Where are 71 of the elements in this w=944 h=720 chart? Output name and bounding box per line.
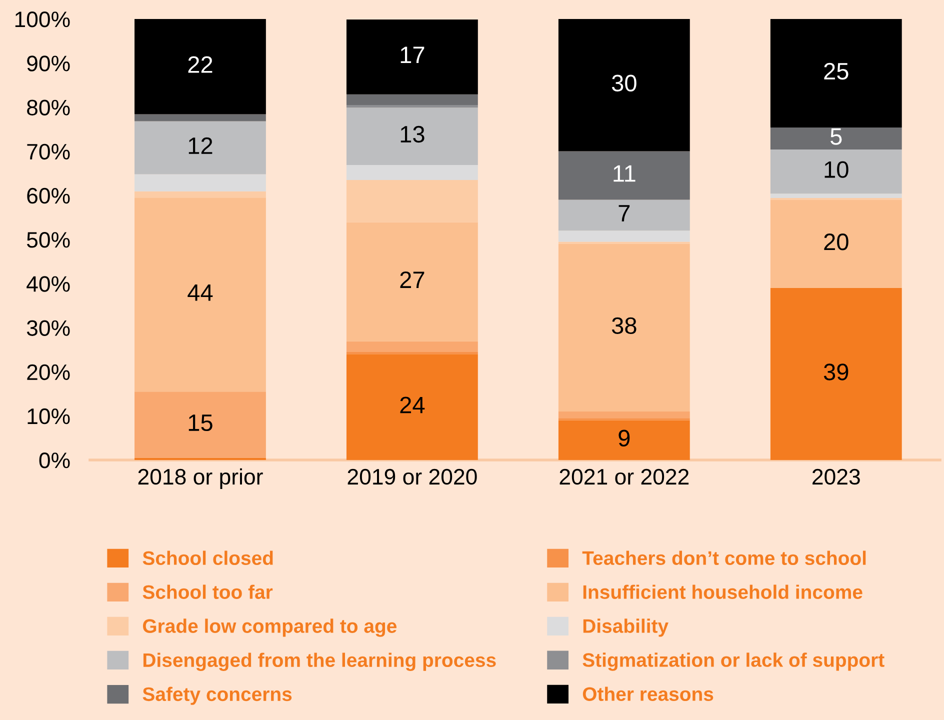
legend-label: School closed	[142, 550, 273, 565]
bar	[134, 114, 266, 122]
y-tick-label: 60%	[27, 188, 70, 204]
data-label: 10	[824, 161, 848, 178]
data-label: 22	[188, 56, 212, 73]
bar	[134, 174, 266, 192]
bar	[134, 198, 266, 392]
y-tick-label: 50%	[26, 232, 70, 248]
data-label: 39	[824, 364, 848, 380]
bar	[770, 200, 902, 288]
bar	[770, 288, 902, 460]
data-label: 13	[400, 126, 424, 143]
bar	[770, 127, 902, 150]
legend-label: Safety concerns	[142, 686, 292, 705]
data-label: 38	[612, 317, 636, 334]
data-label: 30	[612, 74, 636, 92]
bar	[134, 121, 266, 174]
y-tick-label: 100%	[15, 12, 70, 28]
legend-label: Grade low compared to age	[142, 618, 397, 637]
bar	[558, 420, 690, 460]
data-label: 7	[618, 205, 630, 222]
y-tick-label: 80%	[27, 100, 70, 116]
bar	[346, 222, 478, 342]
y-tick-label: 0%	[39, 452, 70, 468]
data-label: 9	[618, 430, 630, 446]
bar	[558, 230, 690, 242]
bar	[346, 341, 478, 352]
data-label: 17	[400, 46, 424, 64]
data-label: 25	[824, 62, 848, 80]
x-tick-label: 2018 or prior	[138, 468, 263, 490]
legend-label: Stigmatization or lack of support	[582, 652, 884, 671]
data-label: 11	[614, 165, 636, 182]
bar	[134, 392, 266, 458]
bar	[346, 104, 478, 108]
bar	[558, 244, 690, 412]
data-label: 44	[188, 284, 213, 301]
bar	[134, 191, 266, 198]
legend-label: Teachers don’t come to school	[582, 550, 866, 565]
data-label: 5	[830, 128, 842, 145]
data-label: 12	[188, 137, 212, 154]
legend-label: Disengaged from the learning process	[143, 652, 496, 671]
x-tick-label: 2019 or 2020	[348, 468, 477, 485]
y-tick-label: 90%	[27, 56, 70, 72]
bar	[346, 164, 478, 180]
bar	[558, 411, 690, 418]
legend-label: Insufficient household income	[583, 584, 862, 599]
data-label: 15	[188, 414, 212, 432]
bar	[346, 19, 478, 94]
x-tick-label: 2023	[812, 468, 860, 485]
legend-label: Disability	[583, 618, 668, 637]
x-tick-label: 2021 or 2022	[560, 468, 689, 485]
y-tick-label: 10%	[28, 408, 70, 424]
bar	[346, 108, 478, 165]
y-tick-label: 30%	[26, 320, 70, 336]
y-tick-label: 40%	[26, 276, 70, 292]
data-label: 24	[400, 396, 425, 414]
y-tick-label: 70%	[27, 144, 70, 160]
bar	[558, 19, 690, 152]
bar	[346, 352, 478, 354]
bar	[770, 194, 902, 198]
bar	[346, 180, 478, 222]
bar	[346, 94, 478, 105]
data-label: 20	[824, 234, 848, 250]
y-tick-label: 20%	[27, 364, 70, 380]
legend-label: Other reasons	[582, 686, 714, 701]
bar	[558, 200, 690, 231]
bar	[346, 354, 478, 460]
bar	[770, 150, 902, 194]
legend-label: School too far	[142, 584, 273, 599]
data-label: 27	[400, 271, 424, 288]
bar	[558, 151, 690, 200]
